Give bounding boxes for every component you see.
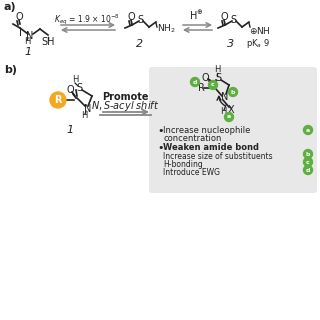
Text: c: c [306,159,310,164]
Text: N: N [26,31,34,41]
Circle shape [303,165,313,174]
Text: •: • [157,143,164,153]
Text: b: b [231,90,235,94]
Circle shape [50,92,66,108]
Text: SH: SH [41,37,55,47]
Text: X: X [228,105,234,115]
Text: $\oplus$NH: $\oplus$NH [249,25,271,36]
Text: Promote: Promote [102,92,148,102]
Text: Weaken amide bond: Weaken amide bond [163,143,259,152]
Text: R: R [197,83,204,93]
Circle shape [209,81,218,90]
Text: H-bonding: H-bonding [163,160,203,169]
Text: S: S [230,15,236,25]
Text: b: b [306,151,310,156]
Text: O: O [15,12,23,22]
Text: H: H [72,76,78,84]
Text: R: R [54,95,62,105]
Text: S: S [215,73,221,83]
Text: H: H [220,108,226,116]
Text: •: • [157,126,164,136]
Text: $N,S$-acyl shift: $N,S$-acyl shift [91,99,159,113]
Text: O: O [220,12,228,22]
Text: H: H [24,37,30,46]
Circle shape [303,157,313,166]
Text: 2: 2 [136,39,144,49]
Text: O: O [66,85,74,95]
Text: Increase nucleophile: Increase nucleophile [163,126,250,135]
Text: concentration: concentration [163,134,221,143]
Text: Increase size of substituents: Increase size of substituents [163,152,273,161]
Text: 1: 1 [24,47,32,57]
Circle shape [190,77,199,86]
Circle shape [225,113,234,122]
Text: pK$_a$ 9: pK$_a$ 9 [246,37,270,51]
FancyArrowPatch shape [217,96,225,106]
Text: H: H [81,111,87,121]
Circle shape [303,149,313,158]
Text: c: c [211,83,215,87]
Text: d: d [306,167,310,172]
Circle shape [303,125,313,134]
Text: H$^{\oplus}$: H$^{\oplus}$ [189,8,203,21]
Text: N: N [221,92,229,102]
Text: O: O [127,12,135,22]
Text: S: S [137,15,143,25]
Text: N: N [84,104,92,114]
Text: S: S [76,83,82,93]
Text: H: H [214,66,220,75]
Circle shape [228,87,237,97]
Text: $\mathit{K}_{eq}$ = 1.9 × 10$^{-8}$: $\mathit{K}_{eq}$ = 1.9 × 10$^{-8}$ [54,13,120,27]
Text: a): a) [4,2,17,12]
Text: Introduce EWG: Introduce EWG [163,168,220,177]
Text: 3: 3 [228,39,235,49]
Text: NH$_2$: NH$_2$ [157,23,176,35]
Text: O: O [201,73,209,83]
Text: d: d [193,79,197,84]
FancyBboxPatch shape [149,67,317,193]
Text: a: a [227,115,231,119]
Text: a: a [306,127,310,132]
Text: b): b) [4,65,17,75]
Text: 1: 1 [67,125,74,135]
